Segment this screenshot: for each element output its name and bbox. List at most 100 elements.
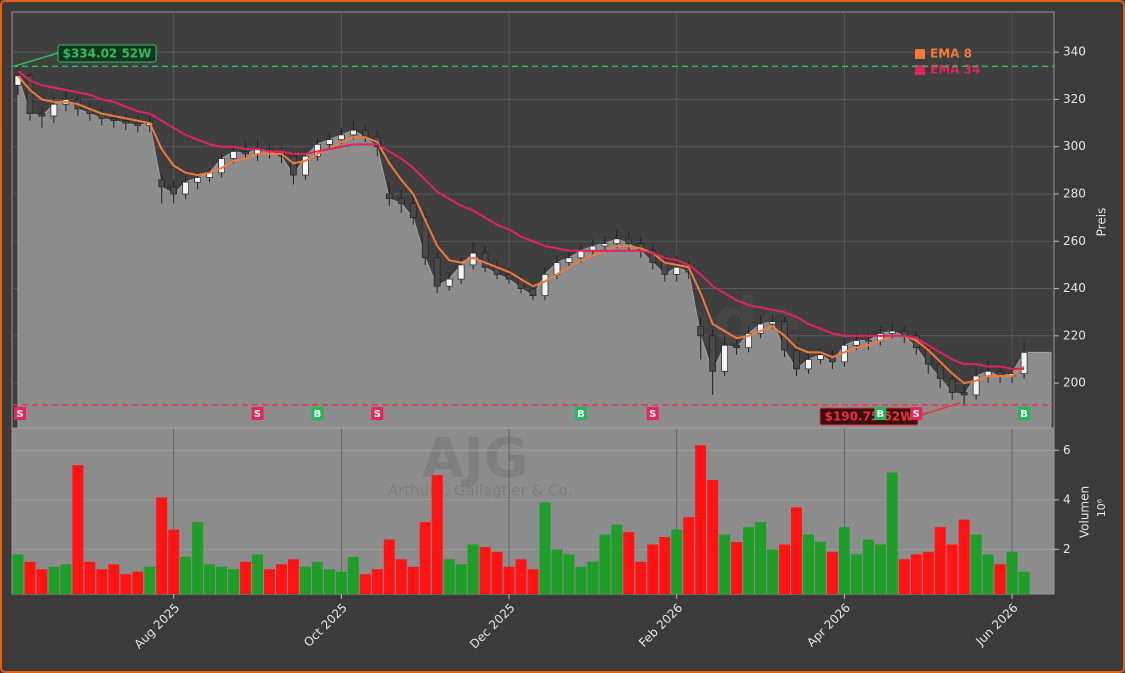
candle-body xyxy=(302,155,309,176)
volume-bar xyxy=(479,546,491,594)
volume-bar xyxy=(683,517,695,594)
volume-bar xyxy=(323,569,335,594)
signal-label: S xyxy=(16,409,23,420)
legend-label: EMA 34 xyxy=(930,63,980,77)
volume-bar xyxy=(898,559,910,594)
volume-bar xyxy=(168,529,180,594)
candle-body xyxy=(721,344,728,372)
volume-bar xyxy=(743,527,755,594)
volume-bar xyxy=(623,532,635,594)
reference-label: $190.75 52W xyxy=(825,410,914,424)
volume-bar xyxy=(407,566,419,594)
legend-swatch xyxy=(915,49,925,59)
candle-body xyxy=(349,129,357,136)
volume-bar xyxy=(383,539,395,594)
candle-body xyxy=(745,333,752,348)
volume-offset: 10⁶ xyxy=(1095,498,1108,517)
candle-body xyxy=(529,288,537,296)
candle-body xyxy=(194,177,201,183)
candle-body xyxy=(805,359,812,370)
y-tick-label: 260 xyxy=(1063,234,1086,248)
volume-bar xyxy=(36,569,48,594)
candle-body xyxy=(182,181,190,195)
signal-marker xyxy=(1018,407,1031,420)
volume-bar xyxy=(527,569,539,594)
watermark-company: Arthur J. Gallagher & Co. xyxy=(388,482,572,500)
signal-marker xyxy=(371,407,384,420)
volume-bar xyxy=(467,544,479,594)
signal-marker xyxy=(574,407,587,420)
candle-body xyxy=(565,257,573,263)
volume-bar xyxy=(275,564,287,594)
candle-body xyxy=(433,257,441,287)
candle-body xyxy=(817,354,824,360)
volume-bar xyxy=(539,502,551,594)
volume-bar xyxy=(982,554,994,594)
volume-bar xyxy=(443,559,455,594)
candle-body xyxy=(613,238,621,244)
legend-label: EMA 8 xyxy=(930,47,972,61)
volume-bar xyxy=(204,564,216,594)
volume-bar xyxy=(24,561,36,594)
y-tick-label: 300 xyxy=(1063,139,1086,153)
volume-bar xyxy=(84,561,96,594)
candle-body xyxy=(26,75,34,114)
volume-bar xyxy=(874,544,886,594)
signal-label: S xyxy=(254,409,261,420)
volume-bar xyxy=(503,566,515,594)
volume-bar xyxy=(395,559,407,594)
volume-bar xyxy=(48,566,60,594)
volume-bar xyxy=(994,564,1006,594)
candle-body xyxy=(409,203,417,218)
signal-marker xyxy=(646,407,659,420)
volume-bar xyxy=(731,541,743,594)
candle-body xyxy=(1020,352,1028,374)
volume-bar xyxy=(311,561,323,594)
volume-bar xyxy=(862,539,874,594)
signal-label: B xyxy=(577,409,585,420)
y-tick-label: 6 xyxy=(1063,443,1071,457)
candle-body xyxy=(865,340,872,342)
signal-label: B xyxy=(1020,409,1028,420)
volume-bar xyxy=(719,534,731,594)
volume-bar xyxy=(192,522,204,594)
candle-body xyxy=(457,264,465,280)
candle-body xyxy=(445,278,453,287)
volume-bar xyxy=(228,569,240,594)
candle-body xyxy=(242,151,249,155)
candle-body xyxy=(338,134,345,140)
signal-marker xyxy=(311,407,324,420)
candle-body xyxy=(793,349,800,370)
y-tick-label: 280 xyxy=(1063,187,1086,201)
candle-body xyxy=(661,262,669,275)
volume-axis-label: Volumen xyxy=(1078,486,1092,538)
volume-bar xyxy=(287,559,299,594)
volume-bar xyxy=(108,564,120,594)
volume-bar xyxy=(755,522,767,594)
volume-bar xyxy=(587,561,599,594)
signal-label: S xyxy=(374,409,381,420)
volume-bar xyxy=(264,569,275,594)
volume-bar xyxy=(180,556,192,594)
volume-bar xyxy=(299,566,311,594)
ema-line xyxy=(17,75,1025,385)
candle-body xyxy=(733,344,740,348)
y-tick-label: 220 xyxy=(1063,328,1086,342)
volume-bar xyxy=(252,554,264,594)
legend-swatch xyxy=(915,65,925,75)
reference-arrow xyxy=(917,402,961,417)
candle-body xyxy=(134,122,142,126)
candle-body xyxy=(936,363,944,379)
candle-body xyxy=(757,323,764,334)
reference-label: $334.02 52W xyxy=(63,47,152,61)
reference-arrow xyxy=(13,52,59,68)
candle-body xyxy=(709,335,717,372)
volume-bar xyxy=(12,554,24,594)
candle-body xyxy=(397,198,405,204)
candle-body xyxy=(385,193,393,200)
candle-body xyxy=(158,179,166,188)
volume-bar xyxy=(96,569,108,594)
candle-body xyxy=(50,103,58,117)
volume-bar xyxy=(779,544,791,594)
